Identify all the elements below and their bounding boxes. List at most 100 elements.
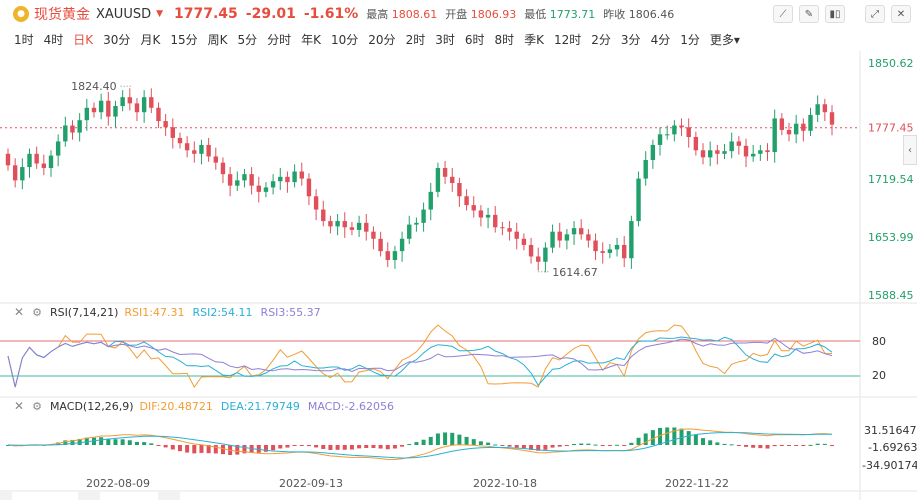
macd-bar — [378, 445, 383, 449]
macd-bar — [428, 436, 433, 445]
tab-timeframe[interactable]: 8时 — [494, 32, 515, 47]
rsi3-value: RSI3:55.37 — [260, 305, 321, 319]
candle-body — [607, 249, 613, 253]
pen-tool-icon[interactable]: ✎ — [799, 5, 819, 23]
tab-timeframe[interactable]: 4分 — [650, 32, 671, 47]
candle-body — [579, 228, 584, 235]
macd-bar — [349, 445, 354, 450]
candle-body — [55, 141, 61, 156]
macd-bar — [256, 445, 261, 453]
close-macd-icon[interactable]: ✕ — [14, 399, 25, 413]
macd-bar — [579, 443, 584, 445]
candle-body — [378, 238, 383, 252]
candle-body — [636, 178, 641, 222]
tab-timeframe[interactable]: 20分 — [368, 32, 396, 47]
tab-timeframe[interactable]: 年K — [301, 32, 321, 47]
tab-timeframe[interactable]: 更多▾ — [709, 32, 740, 47]
macd-bar — [357, 445, 362, 449]
macd-bar — [457, 434, 462, 445]
symbol-dropdown-icon[interactable]: ▼ — [156, 9, 164, 19]
candle-body — [829, 112, 835, 125]
tab-timeframe[interactable]: 2分 — [591, 32, 611, 47]
macd-bar — [658, 427, 663, 445]
macd-bar — [99, 437, 104, 445]
line-tool-icon[interactable]: ⟋ — [773, 5, 793, 23]
tab-timeframe[interactable]: 30分 — [103, 32, 131, 47]
price-tick-label: 1719.54 — [868, 173, 914, 186]
macd-bar — [335, 445, 340, 450]
macd-bar — [199, 445, 204, 453]
candle-body — [285, 176, 290, 183]
macd-bar — [650, 430, 655, 445]
macd-bar — [794, 445, 799, 446]
date-tick-label: 2022-08-09 — [86, 477, 150, 490]
candle-body — [442, 167, 448, 177]
macd-bar — [206, 445, 211, 454]
candle-body — [127, 97, 133, 104]
candle-body — [478, 210, 484, 218]
macd-bar — [507, 445, 512, 447]
macd-bar — [586, 443, 591, 445]
gold-coin-icon: ● — [13, 6, 29, 22]
candlestick-chart[interactable]: 1850.62 1719.54 1653.99 1588.45 1777.45 1824.… — [0, 51, 917, 500]
macd-bar — [665, 427, 670, 445]
tab-timeframe[interactable]: 2时 — [405, 32, 426, 47]
candle-body — [299, 171, 304, 179]
macd-dea-line — [7, 432, 832, 459]
macd-bar — [400, 445, 405, 447]
close-rsi-icon[interactable]: ✕ — [14, 305, 25, 319]
candle-body — [715, 150, 720, 154]
macd-bar — [543, 445, 548, 450]
settings-macd-icon[interactable]: ⚙ — [32, 399, 42, 413]
candle-body — [335, 221, 340, 227]
candle-body — [141, 97, 147, 113]
macd-bar — [407, 444, 412, 446]
instrument-symbol[interactable]: XAUUSD — [96, 6, 152, 22]
macd-bar — [679, 428, 684, 445]
scroll-handle — [0, 492, 12, 500]
macd-bar — [142, 442, 147, 445]
macd-bar — [615, 444, 620, 446]
candle-body — [643, 160, 648, 179]
candle-body — [242, 174, 247, 181]
stat-open: 开盘 1806.93 — [445, 8, 517, 21]
candle-body — [184, 143, 190, 151]
tab-timeframe[interactable]: 6时 — [464, 32, 485, 47]
candle-tool-icon[interactable]: ▮▯ — [825, 5, 845, 23]
settings-rsi-icon[interactable]: ⚙ — [32, 305, 42, 319]
candle-body — [586, 234, 591, 241]
tab-timeframe[interactable]: 3时 — [435, 32, 455, 47]
candle-body — [41, 163, 47, 168]
macd-bar — [113, 439, 118, 445]
candle-body — [206, 144, 211, 157]
macd-bar — [106, 438, 111, 445]
macd-dif-line — [7, 428, 833, 460]
candle-body — [414, 222, 419, 225]
tab-timeframe[interactable]: 分时 — [267, 32, 292, 47]
tab-timeframe[interactable]: 10分 — [331, 32, 359, 47]
tab-timeframe[interactable]: 12时 — [554, 32, 582, 47]
tab-timeframe[interactable]: 3分 — [620, 32, 641, 47]
instrument-name[interactable]: 现货黄金 — [34, 7, 90, 23]
tab-timeframe[interactable]: 1分 — [680, 32, 700, 47]
collapse-panel-icon[interactable]: ‹ — [903, 135, 917, 165]
macd-bar — [500, 445, 505, 446]
candle-body — [672, 125, 677, 135]
macd-bar — [758, 445, 763, 449]
tab-timeframe[interactable]: 15分 — [170, 32, 198, 47]
tab-timeframe[interactable]: 周K — [207, 32, 228, 47]
macd-bar — [306, 445, 311, 447]
candle-body — [392, 251, 398, 261]
tab-timeframe[interactable]: 1时 — [14, 32, 34, 47]
macd-bar — [156, 445, 161, 446]
rsi-level-20-label: 20 — [872, 369, 886, 382]
close-icon[interactable]: ✕ — [891, 5, 911, 23]
tab-timeframe[interactable]: 季K — [524, 32, 544, 47]
tab-timeframe[interactable]: 月K — [140, 32, 161, 47]
tab-timeframe[interactable]: 5分 — [237, 32, 258, 47]
tab-timeframe[interactable]: 日K — [73, 32, 94, 47]
macd-bar — [149, 443, 154, 445]
tab-timeframe[interactable]: 4时 — [43, 32, 64, 47]
candle-body — [63, 125, 68, 142]
expand-icon[interactable]: ⤢ — [865, 5, 885, 23]
